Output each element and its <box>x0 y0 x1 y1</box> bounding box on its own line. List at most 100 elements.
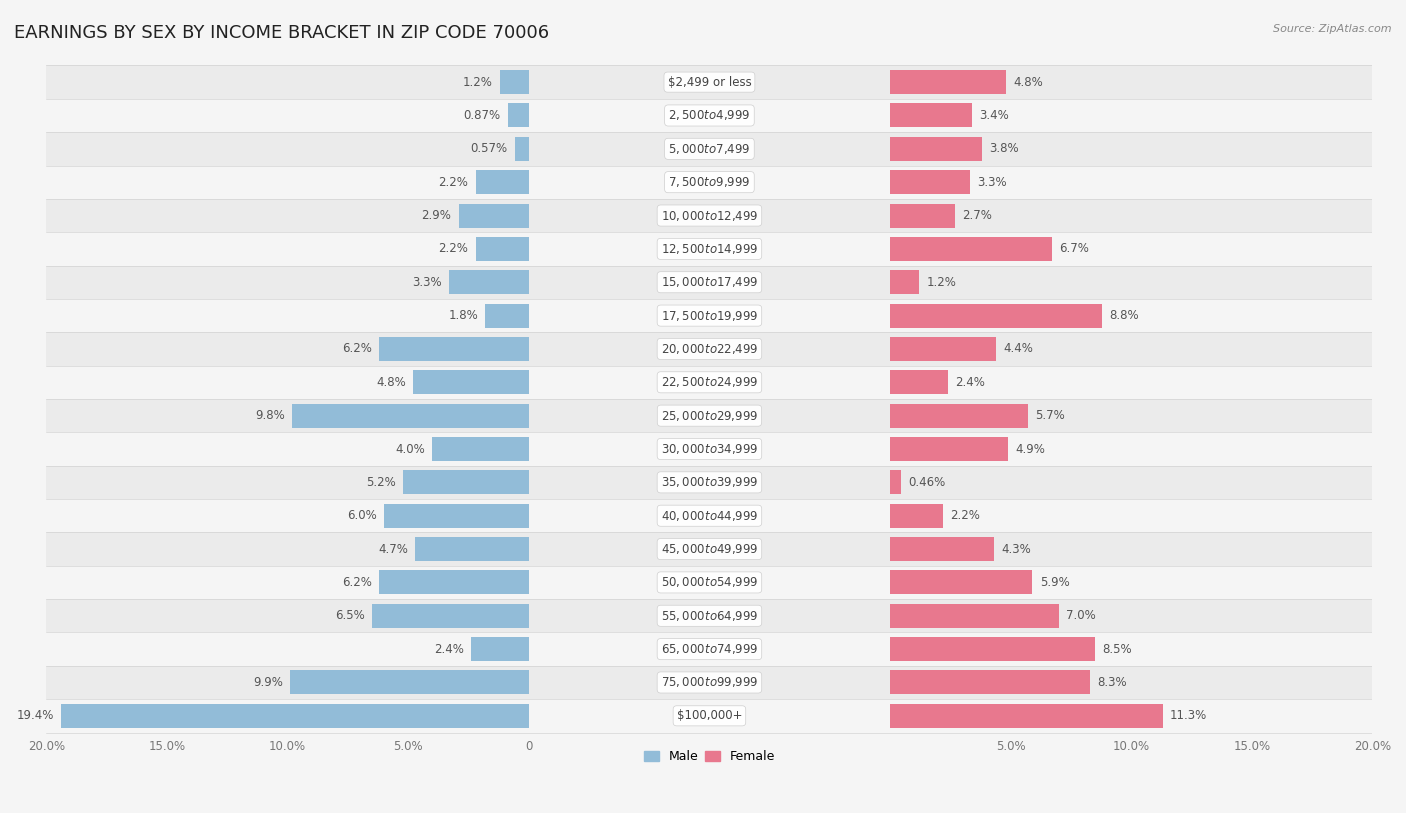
Bar <box>890 504 943 528</box>
Text: $10,000 to $12,499: $10,000 to $12,499 <box>661 209 758 223</box>
Text: 2.2%: 2.2% <box>439 176 468 189</box>
Bar <box>890 203 955 228</box>
Bar <box>46 266 1372 299</box>
Bar <box>890 537 994 561</box>
Text: 3.4%: 3.4% <box>980 109 1010 122</box>
Bar <box>890 403 1028 428</box>
Text: 6.5%: 6.5% <box>335 609 364 622</box>
Bar <box>46 599 1372 633</box>
Text: 11.3%: 11.3% <box>1170 709 1208 722</box>
Text: 2.2%: 2.2% <box>950 509 980 522</box>
Bar <box>46 466 1372 499</box>
Text: $35,000 to $39,999: $35,000 to $39,999 <box>661 476 758 489</box>
Text: $20,000 to $22,499: $20,000 to $22,499 <box>661 342 758 356</box>
Bar <box>475 170 529 194</box>
Text: 7.0%: 7.0% <box>1066 609 1097 622</box>
Bar <box>890 704 1163 728</box>
Bar <box>46 199 1372 233</box>
Bar <box>46 699 1372 733</box>
Bar <box>515 137 529 161</box>
Bar <box>890 103 972 128</box>
Text: Source: ZipAtlas.com: Source: ZipAtlas.com <box>1274 24 1392 34</box>
Text: 4.8%: 4.8% <box>375 376 406 389</box>
Text: 4.3%: 4.3% <box>1001 542 1031 555</box>
Bar <box>458 203 529 228</box>
Text: 6.7%: 6.7% <box>1059 242 1088 255</box>
Bar <box>46 499 1372 533</box>
Bar <box>890 437 1008 461</box>
Text: 0.46%: 0.46% <box>908 476 946 489</box>
Bar <box>292 403 529 428</box>
Bar <box>415 537 529 561</box>
Bar <box>508 103 529 128</box>
Bar <box>890 671 1091 694</box>
Bar <box>60 704 529 728</box>
Bar <box>404 471 529 494</box>
Bar <box>432 437 529 461</box>
Text: 5.9%: 5.9% <box>1039 576 1070 589</box>
Bar <box>890 471 901 494</box>
Bar <box>890 303 1102 328</box>
Bar <box>475 237 529 261</box>
Bar <box>373 604 529 628</box>
Bar <box>449 270 529 294</box>
Bar <box>890 237 1052 261</box>
Text: $75,000 to $99,999: $75,000 to $99,999 <box>661 676 758 689</box>
Text: 6.0%: 6.0% <box>347 509 377 522</box>
Bar <box>890 604 1059 628</box>
Text: 8.5%: 8.5% <box>1102 642 1132 655</box>
Bar <box>471 637 529 661</box>
Text: 4.9%: 4.9% <box>1015 442 1046 455</box>
Text: 9.8%: 9.8% <box>256 409 285 422</box>
Text: $65,000 to $74,999: $65,000 to $74,999 <box>661 642 758 656</box>
Bar <box>890 637 1095 661</box>
Bar <box>890 70 1005 94</box>
Text: 3.8%: 3.8% <box>988 142 1019 155</box>
Bar <box>890 571 1032 594</box>
Text: 4.7%: 4.7% <box>378 542 408 555</box>
Bar <box>46 399 1372 433</box>
Text: 4.8%: 4.8% <box>1014 76 1043 89</box>
Bar <box>890 270 920 294</box>
Text: 8.8%: 8.8% <box>1109 309 1139 322</box>
Bar <box>46 566 1372 599</box>
Bar <box>46 633 1372 666</box>
Text: $2,500 to $4,999: $2,500 to $4,999 <box>668 108 751 123</box>
Text: $45,000 to $49,999: $45,000 to $49,999 <box>661 542 758 556</box>
Text: 0.57%: 0.57% <box>471 142 508 155</box>
Text: $2,499 or less: $2,499 or less <box>668 76 751 89</box>
Text: 1.2%: 1.2% <box>463 76 492 89</box>
Text: 8.3%: 8.3% <box>1098 676 1128 689</box>
Text: $17,500 to $19,999: $17,500 to $19,999 <box>661 309 758 323</box>
Text: 2.7%: 2.7% <box>963 209 993 222</box>
Bar <box>413 370 529 394</box>
Text: 19.4%: 19.4% <box>17 709 53 722</box>
Text: 6.2%: 6.2% <box>342 576 373 589</box>
Text: 1.8%: 1.8% <box>449 309 478 322</box>
Bar <box>46 366 1372 399</box>
Bar <box>290 671 529 694</box>
Bar <box>380 571 529 594</box>
Bar <box>890 337 997 361</box>
Text: $15,000 to $17,499: $15,000 to $17,499 <box>661 276 758 289</box>
Bar <box>485 303 529 328</box>
Bar <box>46 99 1372 133</box>
Text: 6.2%: 6.2% <box>342 342 373 355</box>
Text: $30,000 to $34,999: $30,000 to $34,999 <box>661 442 758 456</box>
Text: $50,000 to $54,999: $50,000 to $54,999 <box>661 576 758 589</box>
Text: $40,000 to $44,999: $40,000 to $44,999 <box>661 509 758 523</box>
Bar <box>46 133 1372 166</box>
Text: 2.9%: 2.9% <box>422 209 451 222</box>
Bar <box>46 299 1372 333</box>
Bar <box>890 137 981 161</box>
Text: 5.2%: 5.2% <box>367 476 396 489</box>
Bar <box>46 433 1372 466</box>
Text: 3.3%: 3.3% <box>977 176 1007 189</box>
Text: 2.4%: 2.4% <box>955 376 986 389</box>
Text: $55,000 to $64,999: $55,000 to $64,999 <box>661 609 758 623</box>
Bar <box>46 333 1372 366</box>
Text: 9.9%: 9.9% <box>253 676 283 689</box>
Text: $12,500 to $14,999: $12,500 to $14,999 <box>661 242 758 256</box>
Text: $100,000+: $100,000+ <box>676 709 742 722</box>
Text: 2.4%: 2.4% <box>433 642 464 655</box>
